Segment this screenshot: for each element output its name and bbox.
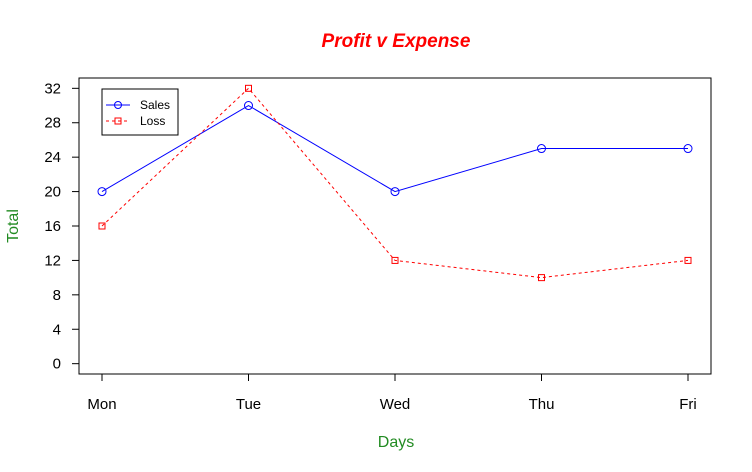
x-tick-label: Tue	[236, 396, 261, 413]
y-tick-label: 32	[44, 80, 61, 97]
y-tick-label: 28	[44, 115, 61, 132]
y-tick-label: 8	[53, 287, 61, 304]
x-tick-label: Wed	[380, 396, 411, 413]
y-tick-label: 20	[44, 184, 61, 201]
y-tick-label: 12	[44, 252, 61, 269]
data-point-loss	[684, 256, 692, 264]
y-tick-label: 0	[53, 356, 61, 373]
y-axis-title: Total	[5, 209, 22, 243]
data-point-sales	[683, 144, 693, 154]
legend-marker-sales	[114, 101, 122, 109]
legend-box	[101, 88, 179, 136]
y-tick-label: 24	[44, 149, 61, 166]
x-tick-label: Mon	[87, 396, 116, 413]
legend-label-sales: Sales	[140, 98, 170, 112]
data-point-loss	[245, 84, 252, 92]
legend-label-loss: Loss	[140, 114, 165, 128]
legend: Sales Loss	[101, 88, 179, 136]
x-tick-label: Fri	[679, 396, 697, 413]
x-axis-title: Days	[378, 434, 414, 451]
series-layer	[97, 84, 693, 282]
data-point-loss	[538, 274, 545, 282]
data-point-sales	[390, 187, 400, 197]
data-point-loss	[391, 256, 399, 264]
y-tick-label: 4	[53, 321, 61, 338]
legend-marker-loss	[114, 117, 122, 125]
data-point-loss	[98, 222, 106, 230]
data-point-sales	[537, 144, 546, 154]
data-point-sales	[97, 187, 107, 197]
chart-title: Profit v Expense	[322, 31, 471, 52]
axes-layer: 0 4 8 12 16 20 24 28 32 Mon Tue Wed Thu Fri	[44, 80, 696, 413]
y-tick-label: 16	[44, 218, 61, 235]
data-point-sales	[244, 101, 253, 111]
x-tick-label: Thu	[529, 396, 555, 413]
series-line-loss	[101, 87, 689, 279]
